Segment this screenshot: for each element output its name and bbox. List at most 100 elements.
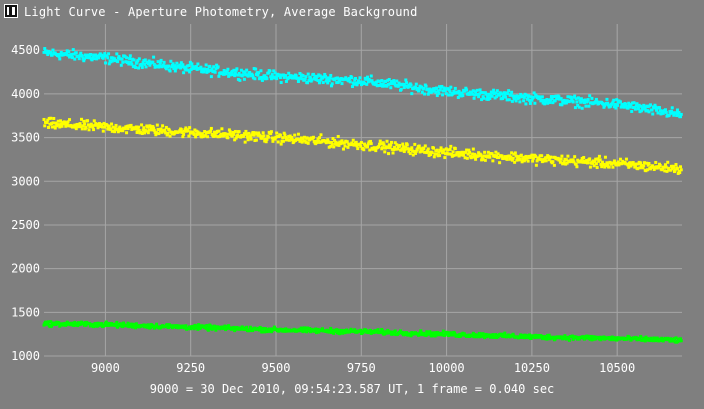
data-point [628,336,632,340]
data-point [86,123,90,127]
data-point [101,129,105,133]
data-point [381,329,385,333]
data-point [577,105,581,109]
data-point [624,102,628,106]
data-point [282,75,286,79]
data-point [134,326,138,330]
data-point [477,154,481,158]
data-point [329,144,333,148]
data-point [428,330,432,334]
data-point [518,157,522,161]
data-point [206,135,210,139]
data-point [89,122,93,126]
data-point [590,96,594,100]
data-point [440,149,444,153]
data-point [286,138,290,142]
data-point [664,165,668,169]
data-point [320,76,324,80]
series-1 [42,116,683,175]
data-point [671,111,675,115]
data-point [343,77,347,81]
data-point [302,329,306,333]
data-point [140,65,144,69]
data-point [502,335,506,339]
data-point [136,59,140,63]
data-point [374,149,378,153]
data-point [341,329,345,333]
data-point [276,140,280,144]
data-point [66,53,70,57]
data-point [341,147,345,151]
data-point [119,129,123,133]
data-point [498,161,502,165]
data-point [543,102,547,106]
data-point [650,108,654,112]
data-point [316,79,320,83]
data-point [194,324,198,328]
data-point [188,126,192,130]
data-point [183,326,187,330]
data-point [611,100,615,104]
data-point [442,148,446,152]
data-point [131,65,135,69]
data-point [513,94,517,98]
data-point [481,95,485,99]
data-point [529,95,533,99]
data-point [396,84,400,88]
data-point [82,321,86,325]
data-point [432,146,436,150]
data-point [559,157,563,161]
data-point [279,142,283,146]
data-point [601,102,605,106]
data-point [550,97,554,101]
data-point [235,67,239,71]
data-point [301,137,305,141]
data-point [500,92,504,96]
data-point [65,51,69,55]
data-point [528,333,532,337]
data-point [675,108,679,112]
data-point [269,75,273,79]
data-point [128,323,132,327]
data-point [564,158,568,162]
data-point [414,149,418,153]
x-tick-label: 9000 [91,361,120,375]
data-point [100,53,104,57]
data-point [387,82,391,86]
data-point [447,152,451,156]
data-point [182,132,186,136]
data-point [669,168,673,172]
data-point [531,95,535,99]
data-point [129,60,133,64]
data-point [160,130,164,134]
data-point [146,125,150,129]
data-point [527,336,531,340]
data-point [369,331,373,335]
data-point [96,126,100,130]
data-point [192,327,196,331]
data-point [334,140,338,144]
data-point [223,72,227,76]
app-logo-icon[interactable] [4,4,18,18]
data-point [238,78,242,82]
data-point [79,125,83,129]
data-point [191,66,195,70]
data-point [128,57,132,61]
data-point [468,92,472,96]
data-point [204,326,208,330]
data-point [317,330,321,334]
data-point [525,97,529,101]
data-point [266,71,270,75]
data-point [636,167,640,171]
data-point [674,111,678,115]
data-point [670,106,674,110]
data-point [79,322,83,326]
data-point [155,123,159,127]
data-point [426,149,430,153]
data-point [215,326,219,330]
data-point [379,330,383,334]
data-point [551,160,555,164]
data-point [274,135,278,139]
data-point [404,332,408,336]
data-point [146,61,150,65]
